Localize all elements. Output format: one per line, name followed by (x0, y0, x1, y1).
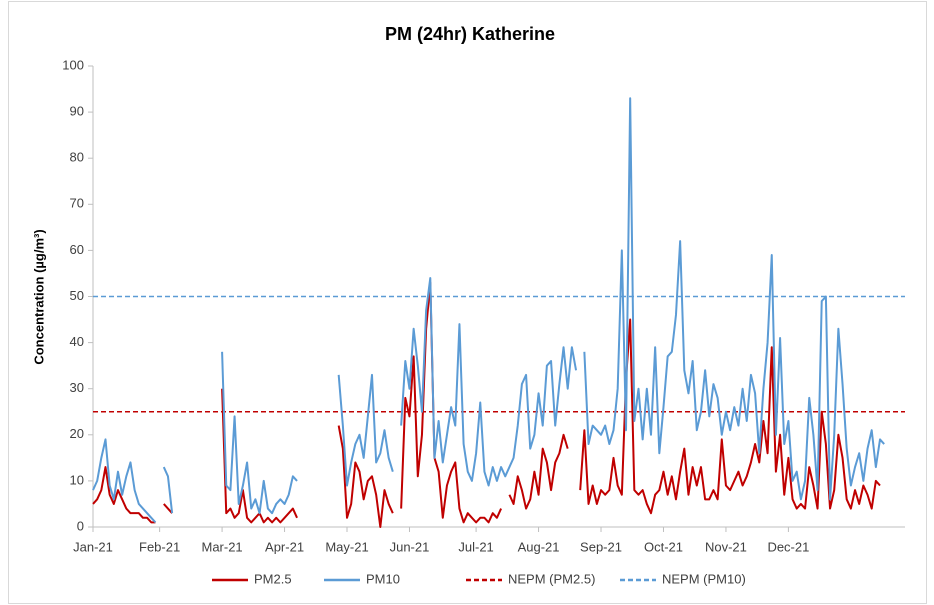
x-tick-label: Feb-21 (139, 539, 180, 554)
series-line (92, 97, 885, 524)
y-tick-label: 70 (70, 196, 84, 211)
y-tick-label: 90 (70, 104, 84, 119)
y-tick-label: 100 (62, 57, 84, 72)
x-tick-label: Nov-21 (705, 539, 747, 554)
x-tick-label: Jan-21 (73, 539, 113, 554)
y-tick-label: 30 (70, 380, 84, 395)
y-tick-label: 60 (70, 242, 84, 257)
x-tick-label: Oct-21 (644, 539, 683, 554)
legend-label: NEPM (PM2.5) (508, 571, 595, 586)
y-tick-label: 20 (70, 426, 84, 441)
y-tick-label: 80 (70, 150, 84, 165)
x-tick-label: Jun-21 (390, 539, 430, 554)
x-tick-label: Mar-21 (201, 539, 242, 554)
x-tick-label: Apr-21 (265, 539, 304, 554)
x-tick-label: Jul-21 (458, 539, 493, 554)
x-tick-label: May-21 (325, 539, 368, 554)
chart-title: PM (24hr) Katherine (385, 24, 555, 44)
x-tick-label: Aug-21 (518, 539, 560, 554)
legend-label: PM2.5 (254, 571, 292, 586)
y-tick-label: 0 (77, 518, 84, 533)
x-tick-label: Sep-21 (580, 539, 622, 554)
legend-label: PM10 (366, 571, 400, 586)
y-axis-label: Concentration (µg/m³) (31, 229, 46, 364)
legend-label: NEPM (PM10) (662, 571, 746, 586)
y-tick-label: 50 (70, 288, 84, 303)
y-tick-label: 40 (70, 334, 84, 349)
y-tick-label: 10 (70, 472, 84, 487)
x-tick-label: Dec-21 (767, 539, 809, 554)
